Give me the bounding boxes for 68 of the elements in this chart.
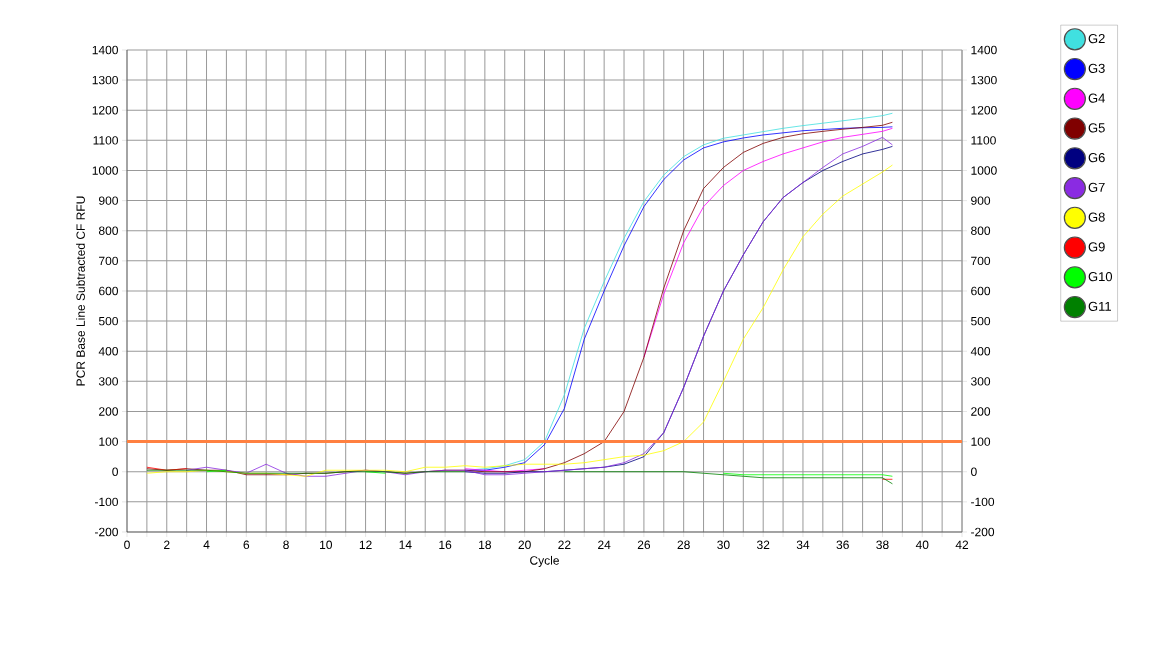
y-tick-label: -200 — [94, 527, 118, 537]
y-tick-label: 1000 — [92, 166, 118, 175]
y-axis-title: PCR Base Line Subtracted CF RFU — [76, 196, 85, 386]
y2-tick-label: 1200 — [971, 106, 997, 115]
y2-tick-label: 300 — [971, 377, 991, 386]
y2-tick-label: 700 — [971, 256, 991, 266]
y2-tick-label: 600 — [971, 286, 991, 296]
legend-label: G3 — [1088, 63, 1105, 73]
legend-label: G8 — [1088, 212, 1105, 222]
y-tick-label: 700 — [99, 256, 118, 266]
y-tick-label: 1100 — [93, 136, 118, 145]
x-tick-label: 36 — [836, 540, 849, 550]
y2-tick-label: 1000 — [971, 166, 997, 175]
x-tick-label: 16 — [439, 540, 452, 550]
y2-tick-label: 100 — [971, 437, 991, 446]
y2-tick-label: 800 — [971, 226, 991, 235]
x-tick-label: 28 — [677, 540, 690, 550]
x-tick-label: 2 — [164, 540, 170, 549]
y-tick-label: 800 — [98, 226, 118, 235]
x-tick-label: 40 — [915, 540, 929, 550]
legend-label: G10 — [1088, 272, 1113, 282]
y-tick-label: 400 — [98, 347, 118, 356]
legend-label: G2 — [1088, 33, 1105, 44]
y2-tick-label: 0 — [971, 467, 977, 476]
x-axis-title: Cycle — [530, 555, 559, 568]
y2-tick-label: 1400 — [971, 45, 997, 55]
x-tick-label: 10 — [320, 540, 333, 550]
x-tick-label: 24 — [598, 540, 611, 549]
x-tick-label: 18 — [479, 540, 492, 550]
y2-tick-label: -200 — [971, 527, 995, 537]
x-tick-label: 38 — [876, 540, 889, 550]
y-tick-label: 500 — [98, 316, 118, 326]
legend-label: G4 — [1088, 93, 1105, 103]
legend-label: G9 — [1088, 242, 1105, 252]
legend-label: G5 — [1088, 123, 1105, 133]
y-tick-label: 1200 — [92, 106, 118, 115]
y2-tick-label: 200 — [971, 407, 991, 416]
x-tick-label: 0 — [124, 540, 130, 550]
y-tick-label: 0 — [112, 467, 118, 476]
y2-tick-label: 500 — [971, 316, 991, 326]
x-tick-label: 8 — [283, 540, 289, 550]
x-tick-label: 32 — [756, 540, 770, 550]
legend-label: G11 — [1088, 301, 1111, 311]
y-tick-label: 600 — [99, 286, 118, 296]
y2-tick-label: -100 — [971, 497, 995, 507]
x-tick-label: 26 — [637, 540, 651, 550]
x-tick-label: 22 — [558, 540, 571, 549]
y2-tick-label: 1300 — [971, 75, 997, 85]
legend-label: G6 — [1088, 152, 1105, 163]
y-tick-label: 1400 — [92, 45, 118, 55]
y-tick-label: 200 — [99, 407, 118, 416]
y2-tick-label: 900 — [971, 196, 991, 205]
legend-label: G7 — [1088, 182, 1105, 192]
x-tick-label: 34 — [796, 540, 810, 550]
x-tick-label: 6 — [243, 540, 250, 550]
x-tick-label: 20 — [518, 540, 531, 550]
x-tick-label: 30 — [717, 540, 730, 550]
y2-tick-label: 400 — [970, 347, 991, 356]
y-tick-label: 1300 — [92, 75, 118, 85]
y-tick-label: 300 — [98, 377, 118, 386]
x-tick-label: 12 — [359, 540, 372, 549]
x-tick-label: 42 — [955, 540, 969, 549]
y-tick-label: 100 — [99, 437, 118, 446]
y-tick-label: -100 — [94, 497, 118, 507]
x-tick-label: 14 — [399, 540, 412, 549]
y-tick-label: 900 — [99, 196, 118, 205]
y2-tick-label: 1100 — [971, 136, 996, 145]
x-tick-label: 4 — [203, 540, 210, 549]
